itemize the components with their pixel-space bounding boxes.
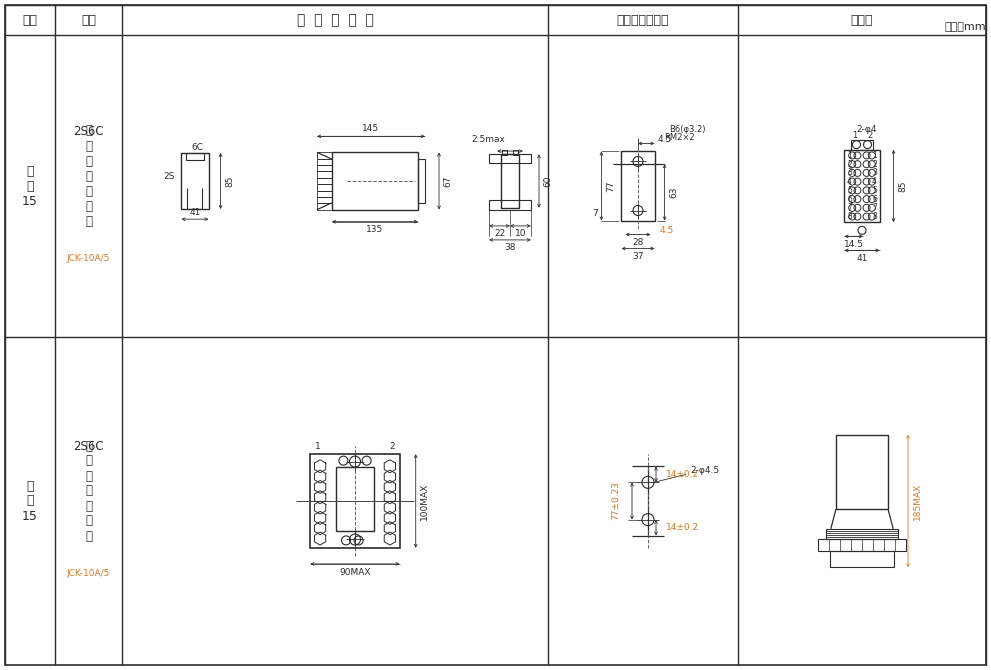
Text: 2-φ4: 2-φ4 bbox=[857, 125, 877, 134]
Text: 2-φ4.5: 2-φ4.5 bbox=[690, 466, 719, 475]
Text: 4.5: 4.5 bbox=[657, 135, 672, 144]
Text: 安装开孔尺寸图: 安装开孔尺寸图 bbox=[616, 13, 669, 27]
Text: 3: 3 bbox=[872, 168, 877, 178]
Bar bbox=[502, 150, 507, 155]
Text: 2S: 2S bbox=[164, 172, 175, 180]
Bar bbox=[317, 203, 332, 210]
Text: 185MAX: 185MAX bbox=[913, 482, 922, 520]
Text: 67: 67 bbox=[444, 176, 453, 187]
Text: 135: 135 bbox=[367, 225, 384, 234]
Text: 6C: 6C bbox=[191, 143, 203, 152]
Text: 2S6C: 2S6C bbox=[73, 440, 104, 452]
Bar bbox=[513, 150, 518, 155]
Text: 单位：mm: 单位：mm bbox=[944, 22, 986, 32]
Text: 7: 7 bbox=[593, 209, 599, 218]
Text: 2: 2 bbox=[389, 442, 395, 451]
Text: 7: 7 bbox=[872, 203, 877, 212]
Bar bbox=[310, 454, 399, 548]
Text: 5: 5 bbox=[872, 186, 877, 195]
Bar bbox=[851, 139, 872, 149]
Text: JCK-10A/5: JCK-10A/5 bbox=[66, 253, 110, 263]
Bar bbox=[489, 200, 531, 210]
Text: 10: 10 bbox=[514, 229, 526, 239]
Text: 41: 41 bbox=[856, 254, 868, 263]
Bar bbox=[317, 152, 332, 159]
Text: 8: 8 bbox=[872, 212, 877, 221]
Text: 3: 3 bbox=[847, 168, 852, 178]
Text: 2: 2 bbox=[867, 131, 872, 140]
Text: 6: 6 bbox=[847, 194, 852, 204]
Text: 90MAX: 90MAX bbox=[339, 568, 371, 578]
Bar bbox=[317, 178, 332, 184]
Text: 图号: 图号 bbox=[23, 13, 38, 27]
Text: 外  形  尺  寸  图: 外 形 尺 寸 图 bbox=[296, 13, 374, 27]
Text: 2: 2 bbox=[872, 159, 877, 169]
Text: 1: 1 bbox=[847, 151, 852, 160]
Text: 85: 85 bbox=[225, 176, 234, 187]
Bar bbox=[317, 190, 332, 197]
Bar bbox=[836, 435, 888, 509]
Text: 附
图
15: 附 图 15 bbox=[22, 165, 38, 208]
Text: 63: 63 bbox=[669, 186, 678, 198]
Bar bbox=[819, 539, 906, 551]
Text: 22: 22 bbox=[494, 229, 505, 239]
Bar bbox=[501, 154, 519, 208]
Text: 2: 2 bbox=[847, 159, 852, 169]
Text: 8: 8 bbox=[847, 212, 852, 221]
Text: 77±0.23: 77±0.23 bbox=[611, 482, 620, 521]
Text: 85: 85 bbox=[898, 180, 907, 192]
Bar bbox=[317, 165, 332, 172]
Text: 41: 41 bbox=[189, 208, 201, 216]
Text: 28: 28 bbox=[632, 238, 644, 247]
Text: 凸
出
式
板
后
接
线: 凸 出 式 板 后 接 线 bbox=[85, 125, 92, 228]
Bar bbox=[317, 159, 332, 165]
Bar bbox=[336, 467, 374, 531]
Bar bbox=[418, 159, 425, 203]
Text: 1: 1 bbox=[851, 131, 857, 140]
Text: 2S6C: 2S6C bbox=[73, 125, 104, 137]
Text: 端子图: 端子图 bbox=[850, 13, 873, 27]
Text: 7: 7 bbox=[847, 203, 852, 212]
Text: 37: 37 bbox=[632, 252, 644, 261]
Bar bbox=[317, 197, 332, 203]
Text: 14±0.2: 14±0.2 bbox=[666, 470, 700, 479]
Bar bbox=[332, 152, 418, 210]
Bar bbox=[317, 184, 332, 190]
Text: 4: 4 bbox=[872, 177, 877, 186]
Bar bbox=[826, 529, 898, 539]
Text: 附
图
15: 附 图 15 bbox=[22, 480, 38, 523]
Text: 4.5: 4.5 bbox=[659, 226, 674, 235]
Text: 1: 1 bbox=[314, 442, 320, 451]
Text: JCK-10A/5: JCK-10A/5 bbox=[66, 569, 110, 578]
Text: RM2×2: RM2×2 bbox=[665, 133, 696, 142]
Bar bbox=[621, 151, 655, 220]
Text: 5: 5 bbox=[847, 186, 852, 195]
Text: 100MAX: 100MAX bbox=[420, 482, 429, 520]
Text: B6(φ3.2): B6(φ3.2) bbox=[670, 125, 707, 134]
Text: 凸
出
式
板
前
接
线: 凸 出 式 板 前 接 线 bbox=[85, 440, 92, 543]
Text: 14.5: 14.5 bbox=[844, 240, 864, 249]
Bar bbox=[181, 153, 208, 209]
Text: 1: 1 bbox=[872, 151, 877, 160]
Text: 结构: 结构 bbox=[81, 13, 96, 27]
Bar bbox=[317, 172, 332, 178]
Text: 38: 38 bbox=[504, 243, 515, 253]
Bar bbox=[186, 153, 204, 159]
Bar bbox=[489, 154, 531, 163]
Bar bbox=[829, 551, 894, 567]
Text: 2.5max: 2.5max bbox=[471, 135, 505, 143]
Text: 6: 6 bbox=[872, 194, 877, 204]
Text: 14±0.2: 14±0.2 bbox=[666, 523, 700, 532]
Text: 60: 60 bbox=[543, 176, 553, 187]
Text: 4: 4 bbox=[847, 177, 852, 186]
Text: 77: 77 bbox=[606, 180, 614, 192]
Text: 145: 145 bbox=[363, 124, 380, 133]
Bar bbox=[844, 149, 880, 222]
